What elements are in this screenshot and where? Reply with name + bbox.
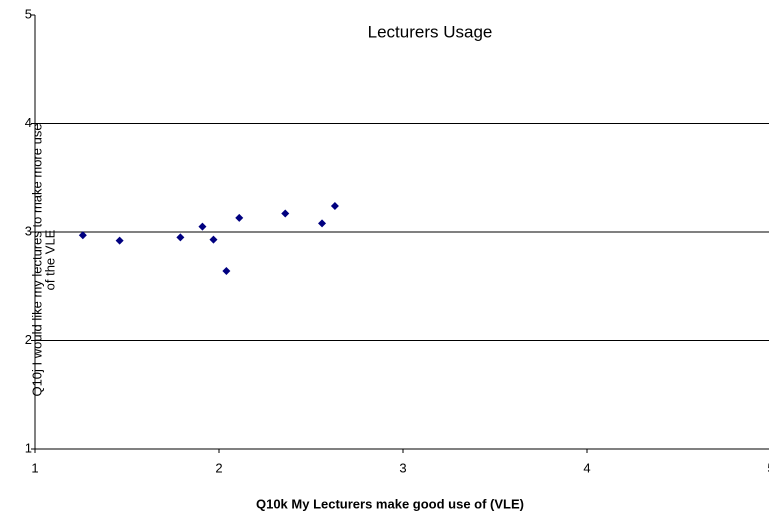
point [209, 235, 218, 244]
x-tick-label: 1 [31, 460, 38, 475]
point [222, 267, 231, 276]
point [176, 233, 185, 242]
y-tick-label: 1 [25, 440, 32, 455]
chart-title: Lecturers Usage [368, 22, 493, 41]
x-axis-label: Q10k My Lecturers make good use of (VLE) [256, 496, 524, 511]
x-tick-label: 4 [583, 460, 590, 475]
point [235, 213, 244, 222]
y-axis-label: of the VLE [42, 229, 57, 290]
point [198, 222, 207, 231]
x-tick-label: 3 [399, 460, 406, 475]
y-tick-label: 5 [25, 6, 32, 21]
y-axis-label: Q10j I would like my lectures to make mo… [29, 123, 44, 396]
y-tick-label: 2 [25, 332, 32, 347]
point [115, 236, 124, 245]
x-tick-label: 5 [767, 460, 769, 475]
point [330, 201, 339, 210]
point [281, 209, 290, 218]
y-tick-label: 4 [25, 115, 32, 130]
x-tick-label: 2 [215, 460, 222, 475]
y-tick-label: 3 [25, 223, 32, 238]
point [318, 219, 327, 228]
point [78, 231, 87, 240]
